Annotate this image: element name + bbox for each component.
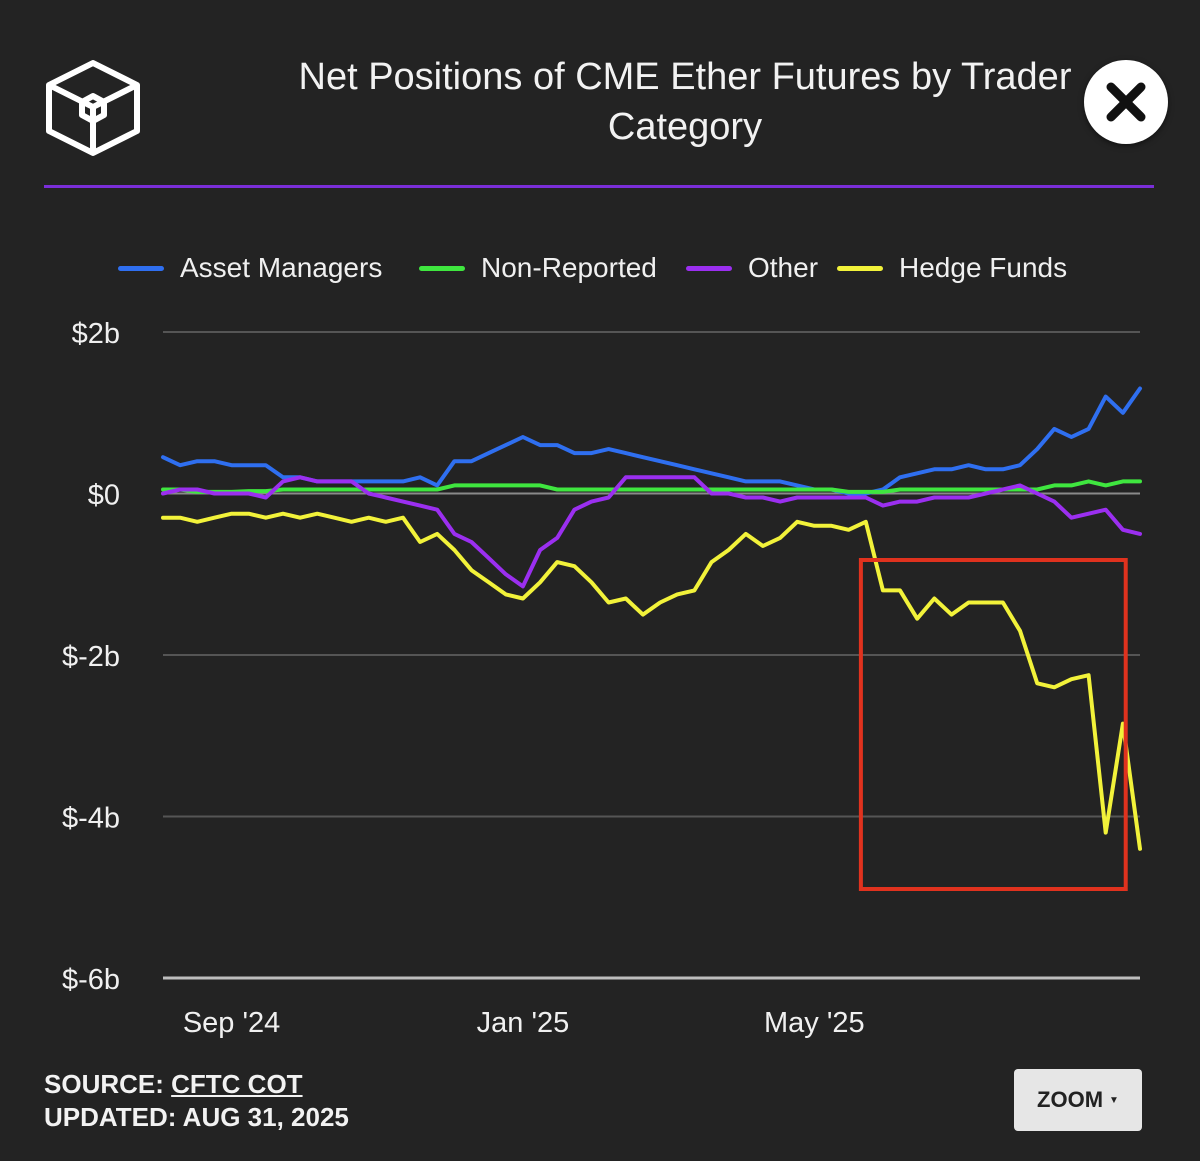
close-icon [1106,82,1146,122]
source-link[interactable]: CFTC COT [171,1069,303,1099]
updated-value: AUG 31, 2025 [182,1102,349,1132]
line-chart: $2b $0 $-2b $-4b $-6b Sep '24 Jan '25 May '25 [62,318,1142,1039]
zoom-button[interactable]: ZOOM ▼ [1014,1069,1142,1131]
legend-label: Hedge Funds [899,252,1068,283]
updated-line: UPDATED: AUG 31, 2025 [44,1101,349,1134]
source-label: SOURCE: [44,1069,164,1099]
series-line-other [161,475,1142,589]
legend-item-asset-managers[interactable]: Asset Managers [118,248,382,288]
x-tick-label: Sep '24 [183,1007,280,1039]
x-tick-label: Jan '25 [477,1007,570,1039]
legend-label: Non-Reported [481,252,657,283]
updated-label: UPDATED: [44,1102,177,1132]
y-tick-label: $-2b [62,641,120,673]
legend-item-non-reported[interactable]: Non-Reported [419,248,657,288]
legend-label: Asset Managers [180,252,383,283]
legend-item-hedge-funds[interactable]: Hedge Funds [837,248,1067,288]
legend-swatch [419,265,465,271]
close-button[interactable] [1084,60,1168,144]
x-tick-label: May '25 [764,1007,865,1039]
cube-logo-icon [46,60,140,156]
zoom-label: ZOOM [1037,1087,1104,1112]
series-line-non-reported [161,479,1142,494]
chart-legend: Asset Managers Non-Reported Other Hedge … [0,248,1200,288]
legend-swatch [118,265,164,271]
legend-swatch [837,265,883,271]
series-line-hedge-funds [161,511,1142,851]
source-info: SOURCE: CFTC COT UPDATED: AUG 31, 2025 [44,1068,349,1134]
legend-item-other[interactable]: Other [686,248,818,288]
page-title: Net Positions of CME Ether Futures by Tr… [298,56,1072,148]
y-tick-label: $0 [88,480,120,512]
legend-swatch [686,265,732,271]
title-divider [44,185,1154,188]
y-tick-label: $-4b [62,803,120,835]
y-tick-label: $-6b [62,964,120,996]
highlight-box [858,558,1128,891]
caret-down-icon: ▼ [1109,1094,1119,1106]
legend-label: Other [748,252,819,283]
y-tick-label: $2b [72,318,120,350]
source-line: SOURCE: CFTC COT [44,1068,349,1101]
